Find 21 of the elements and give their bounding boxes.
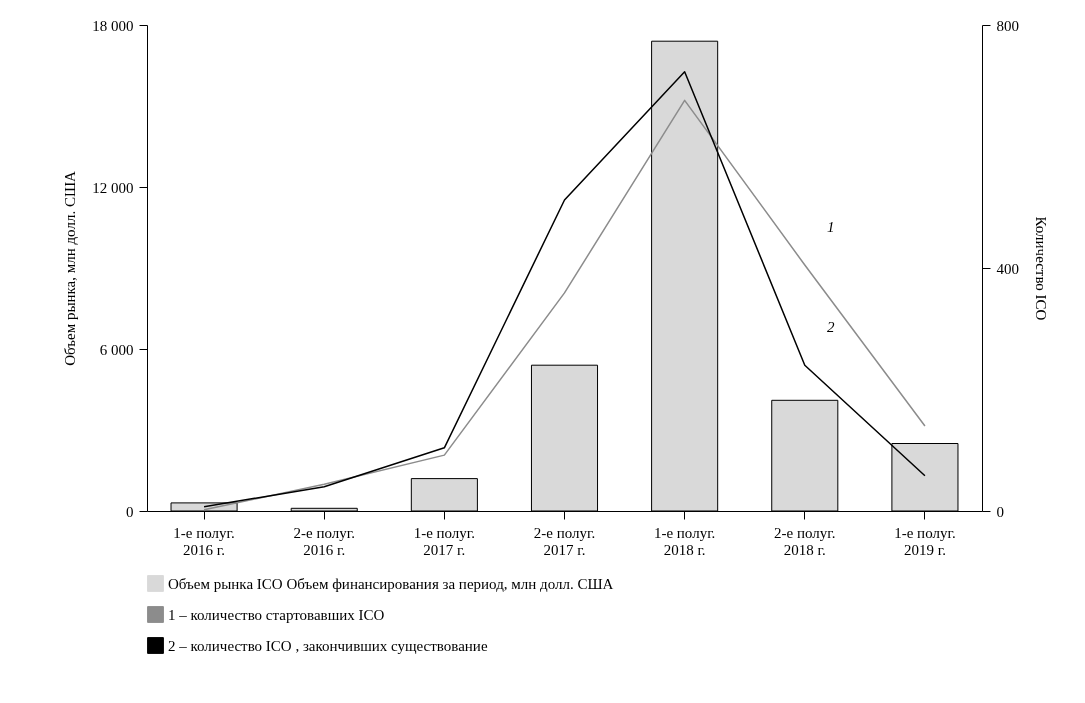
legend-label: Объем рынка ICO Объем финансирования за период, млн долл. США bbox=[168, 575, 614, 592]
x-tick-label: 2-е полуг. 2017 г. bbox=[533, 524, 596, 558]
y2-tick-label: 0 bbox=[996, 503, 1004, 520]
y2-axis-title: Количество ICO bbox=[1033, 216, 1049, 321]
x-tick-label: 1-е полуг. 2019 г. bbox=[894, 524, 956, 558]
annotation: 1 bbox=[827, 218, 835, 235]
y-tick-label: 12 000 bbox=[92, 179, 134, 196]
x-tick-label: 1-е полуг. 2016 г. bbox=[173, 524, 235, 558]
y-tick-label: 18 000 bbox=[92, 17, 134, 34]
legend-label: 1 – количество стартовавших ICO bbox=[168, 606, 385, 623]
x-tick-label: 1-е полуг. 2018 г. bbox=[653, 524, 716, 558]
y2-tick-label: 400 bbox=[996, 260, 1019, 277]
y-tick-label: 0 bbox=[126, 503, 134, 520]
y-tick-label: 6 000 bbox=[99, 341, 134, 358]
x-tick-label: 2-е полуг. 2016 г. bbox=[293, 524, 355, 558]
y2-tick-label: 800 bbox=[996, 17, 1019, 34]
legend-label: 2 – количество ICO , закончивших существование bbox=[168, 637, 488, 654]
x-tick-label: 2-е полуг. 2018 г. bbox=[774, 524, 836, 558]
annotation: 2 bbox=[827, 319, 836, 336]
x-tick-label: 1-е полуг. 2017 г. bbox=[413, 524, 476, 558]
y-axis-title: Объем рынка, млн долл. США bbox=[62, 170, 79, 366]
